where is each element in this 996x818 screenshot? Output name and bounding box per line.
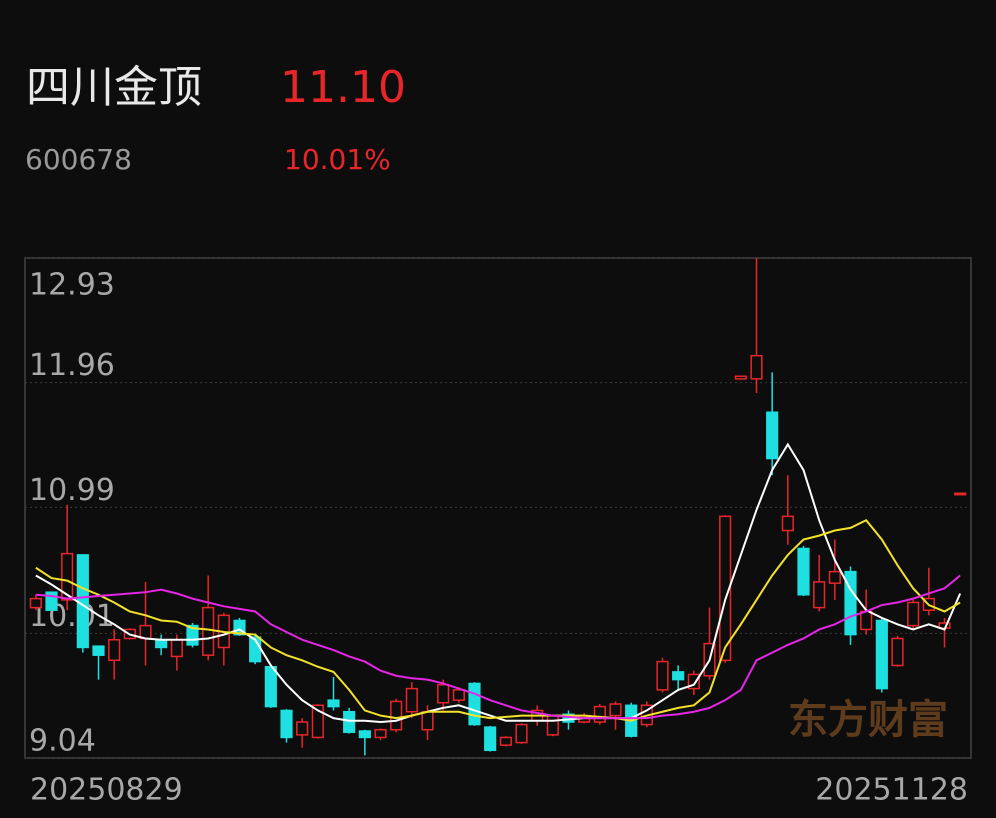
moving-average-line xyxy=(35,574,961,720)
candle-body xyxy=(860,610,873,631)
candle-body xyxy=(672,671,685,681)
candle-body xyxy=(719,515,732,662)
candle-body xyxy=(405,687,418,713)
candle-body xyxy=(186,624,199,646)
candle-body xyxy=(891,637,904,667)
candle-body xyxy=(609,703,622,717)
candle-body xyxy=(343,710,356,734)
candle-body xyxy=(593,705,606,723)
watermark: 东方财富 xyxy=(788,697,948,743)
price-change: 10.01% xyxy=(284,143,391,176)
candle-body xyxy=(546,714,559,736)
candle-body xyxy=(108,638,121,662)
candle-body xyxy=(296,721,309,736)
y-tick-label: 10.99 xyxy=(29,473,115,508)
candle-body xyxy=(45,591,58,611)
candle-body xyxy=(828,570,841,584)
y-tick-label: 11.96 xyxy=(29,348,115,383)
candle-body xyxy=(781,515,794,532)
y-tick-label: 9.04 xyxy=(29,724,96,759)
candle-body xyxy=(499,736,512,746)
stock-price: 11.10 xyxy=(280,62,406,113)
candle-body xyxy=(484,726,497,752)
candle-body xyxy=(29,597,42,609)
stock-name: 四川金顶 xyxy=(26,62,202,113)
candle-body xyxy=(734,375,747,380)
x-tick-label: 20250829 xyxy=(30,773,183,808)
candle-body xyxy=(421,710,434,731)
candle-body xyxy=(202,606,215,656)
candle-body xyxy=(327,699,340,708)
plot-frame xyxy=(24,257,972,759)
candle-body xyxy=(61,552,74,601)
candle-body xyxy=(687,673,700,690)
candle-body xyxy=(264,665,277,708)
candle-body xyxy=(155,638,168,649)
candle-body xyxy=(656,660,669,691)
y-tick-label: 12.93 xyxy=(29,268,115,303)
candle-body xyxy=(92,645,105,656)
candle-body xyxy=(766,411,779,460)
candle-body xyxy=(170,638,183,658)
candle-body xyxy=(358,730,371,739)
candle-body xyxy=(797,547,810,596)
candle-body xyxy=(468,682,481,726)
candle-body xyxy=(374,728,387,739)
candle-body xyxy=(390,700,403,731)
candle-body xyxy=(280,709,293,739)
stock-code: 600678 xyxy=(25,143,132,176)
candle-body xyxy=(452,689,465,701)
candle-body xyxy=(907,601,920,627)
candle-body xyxy=(750,354,763,380)
candle-body xyxy=(311,704,324,739)
candle-body xyxy=(954,492,967,496)
x-tick-label: 20251128 xyxy=(815,773,968,808)
candle-body xyxy=(437,683,450,704)
candle-body xyxy=(515,723,528,744)
candle-body xyxy=(813,581,826,609)
candle-body xyxy=(875,619,888,690)
candle-body xyxy=(233,619,246,636)
candle-body xyxy=(844,570,857,636)
moving-average-line xyxy=(35,518,961,722)
candle-body xyxy=(76,554,89,649)
